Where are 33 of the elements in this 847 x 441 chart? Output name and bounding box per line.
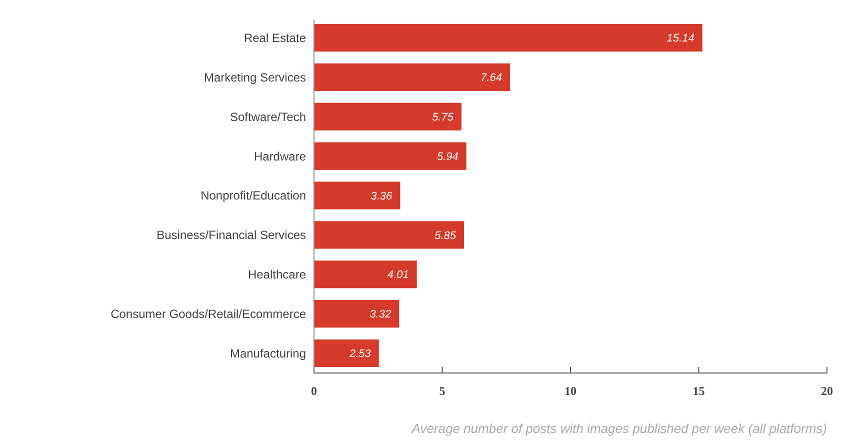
bar — [314, 182, 400, 210]
y-tick-label: Marketing Services — [204, 70, 306, 84]
y-tick-label: Business/Financial Services — [156, 228, 306, 242]
y-tick-label: Hardware — [254, 149, 306, 164]
data-label: 2.53 — [348, 348, 372, 360]
x-tick-label: 15 — [692, 384, 705, 398]
bar — [314, 339, 379, 368]
data-label: 5.94 — [436, 150, 458, 163]
x-tick-label: 20 — [821, 384, 833, 398]
data-label: 5.75 — [432, 111, 454, 124]
bar — [314, 260, 417, 288]
y-tick-label: Consumer Goods/Retail/Ecommerce — [110, 307, 306, 322]
data-label: 7.64 — [480, 72, 502, 84]
x-axis-title: Average number of posts with images published per week (all platforms) — [410, 421, 827, 436]
y-tick-label: Healthcare — [248, 268, 306, 282]
data-label: 3.36 — [370, 190, 394, 202]
x-tick-label: 5 — [439, 384, 446, 398]
data-label: 4.01 — [387, 269, 409, 282]
bar — [314, 221, 464, 249]
bar — [314, 142, 466, 170]
bar — [314, 300, 400, 328]
y-tick-label: Software/Tech — [230, 110, 306, 124]
x-tick-label: 0 — [311, 384, 317, 398]
y-tick-label: Nonprofit/Education — [200, 188, 306, 203]
bar — [314, 24, 702, 52]
bar — [314, 102, 462, 130]
bar — [314, 63, 510, 91]
y-tick-label: Real Estate — [244, 30, 306, 45]
data-label: 3.32 — [370, 308, 392, 321]
data-label: 15.14 — [666, 32, 694, 45]
y-tick-label: Manufacturing — [230, 346, 306, 360]
x-tick-label: 10 — [564, 384, 576, 398]
data-label: 5.85 — [434, 230, 457, 242]
